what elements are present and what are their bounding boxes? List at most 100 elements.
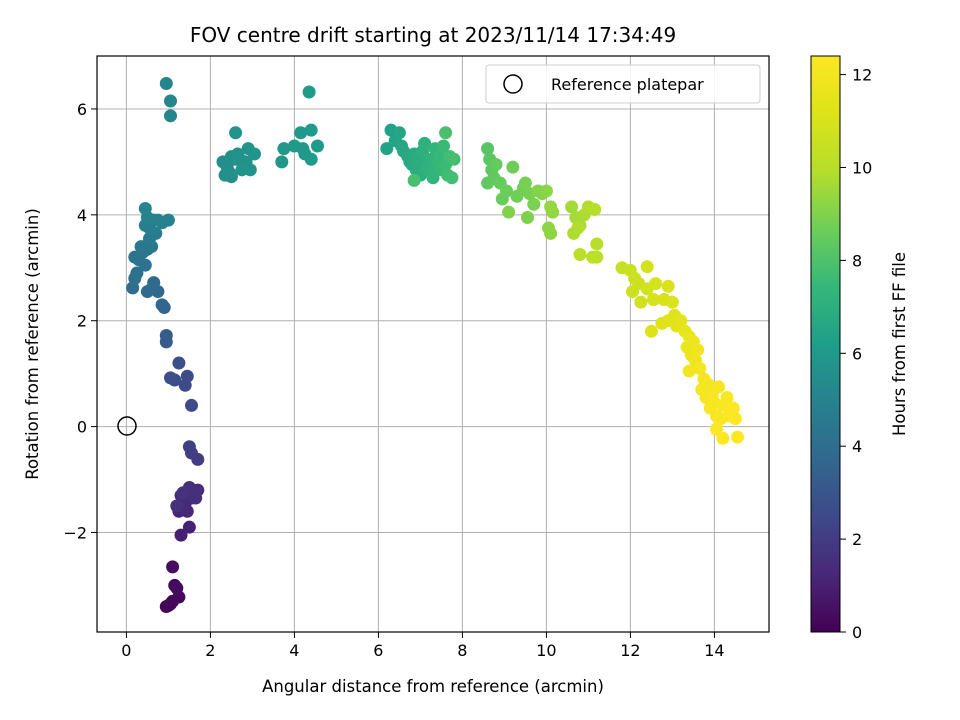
scatter-point <box>311 139 324 153</box>
scatter-point <box>506 160 520 174</box>
scatter-point <box>674 314 688 328</box>
scatter-point <box>571 221 585 235</box>
scatter-point <box>182 520 196 534</box>
scatter-point <box>189 491 203 505</box>
scatter-point <box>447 152 461 166</box>
scatter-point <box>235 163 249 177</box>
scatter-point <box>500 184 513 198</box>
scatter-point <box>716 431 730 445</box>
scatter-point <box>445 171 459 185</box>
colorbar-tick-label: 8 <box>852 251 862 270</box>
x-tick-label: 4 <box>289 641 299 660</box>
scatter-point <box>439 126 453 140</box>
scatter-point <box>407 173 421 187</box>
scatter-point <box>304 152 318 166</box>
y-tick-label: −2 <box>63 523 87 542</box>
scatter-point <box>647 293 660 307</box>
scatter-point <box>590 237 604 251</box>
scatter-point <box>588 203 602 217</box>
scatter-point <box>701 377 715 391</box>
scatter-point <box>518 176 532 190</box>
scatter-point <box>712 380 726 394</box>
y-axis-ticks: −2 0 2 4 6 <box>63 100 97 542</box>
scatter-point <box>161 213 175 227</box>
scatter-point <box>544 226 558 240</box>
scatter-point <box>539 184 553 198</box>
scatter-point <box>138 201 152 215</box>
colorbar-tick-label: 6 <box>852 344 862 363</box>
scatter-point <box>720 390 734 404</box>
scatter-point <box>151 213 165 227</box>
scatter-point <box>380 142 394 156</box>
colorbar-tick-label: 2 <box>852 530 862 549</box>
colorbar-tick-label: 0 <box>852 623 862 642</box>
legend-entry: Reference platepar <box>551 75 704 94</box>
scatter-point <box>134 240 148 254</box>
scatter-point <box>693 361 707 375</box>
y-tick-label: 4 <box>77 206 87 225</box>
legend: Reference platepar <box>485 64 761 104</box>
scatter-point <box>229 126 243 140</box>
scatter-point <box>155 298 169 312</box>
scatter-point <box>682 364 696 378</box>
colorbar-gradient <box>810 55 841 633</box>
reference-point-marker <box>117 416 137 436</box>
x-tick-label: 14 <box>704 641 724 660</box>
x-tick-label: 0 <box>121 641 131 660</box>
scatter-point <box>182 440 196 454</box>
scatter-point <box>159 77 173 91</box>
scatter-point <box>218 168 232 182</box>
scatter-point <box>172 356 186 370</box>
scatter-point <box>248 147 261 161</box>
legend-box <box>485 64 761 104</box>
scatter-point <box>544 200 558 214</box>
scatter-point <box>644 324 658 338</box>
scatter-point <box>527 197 541 211</box>
scatter-point <box>130 266 144 280</box>
x-tick-label: 10 <box>536 641 556 660</box>
scatter-point <box>726 401 740 415</box>
scatter-point <box>277 142 291 156</box>
scatter-point <box>140 285 154 299</box>
colorbar-tick-label: 10 <box>852 158 872 177</box>
scatter-point <box>640 260 654 274</box>
colorbar-tick-label: 12 <box>852 66 872 85</box>
colorbar: 0 2 4 6 8 10 12 Hours from first FF file <box>810 55 909 642</box>
scatter-point <box>302 85 316 99</box>
y-tick-label: 2 <box>77 312 87 331</box>
scatter-point <box>710 422 723 436</box>
plot-area: 0 2 4 6 8 10 12 14 −2 0 2 4 6 <box>63 55 770 660</box>
chart-title: FOV centre drift starting at 2023/11/14 … <box>190 23 676 47</box>
scatter-point <box>170 499 184 513</box>
scatter-point <box>521 210 534 224</box>
scatter-point <box>426 171 440 185</box>
scatter-point <box>590 250 604 264</box>
x-tick-label: 2 <box>205 641 215 660</box>
scatter-point <box>275 155 289 169</box>
scatter-point <box>304 123 318 137</box>
scatter-series <box>126 77 744 614</box>
y-tick-label: 6 <box>77 100 87 119</box>
y-axis-label: Rotation from reference (arcmin) <box>23 208 42 480</box>
scatter-point <box>147 276 161 290</box>
scatter-point <box>573 248 587 262</box>
scatter-point <box>294 126 308 140</box>
scatter-point <box>481 142 495 156</box>
x-tick-label: 8 <box>457 641 467 660</box>
x-axis-label: Angular distance from reference (arcmin) <box>262 677 604 696</box>
scatter-point <box>665 295 679 309</box>
scatter-point <box>170 581 184 595</box>
colorbar-tick-label: 4 <box>852 437 862 456</box>
scatter-point <box>392 126 406 140</box>
y-tick-label: 0 <box>77 418 87 437</box>
scatter-point <box>728 412 742 426</box>
colorbar-label: Hours from first FF file <box>890 252 909 436</box>
scatter-point <box>185 398 198 412</box>
plot-frame <box>96 55 770 633</box>
scatter-point <box>166 560 180 574</box>
scatter-point <box>176 486 190 500</box>
scatter-point <box>164 371 177 385</box>
scatter-point <box>174 528 188 542</box>
scatter-point <box>164 109 177 123</box>
